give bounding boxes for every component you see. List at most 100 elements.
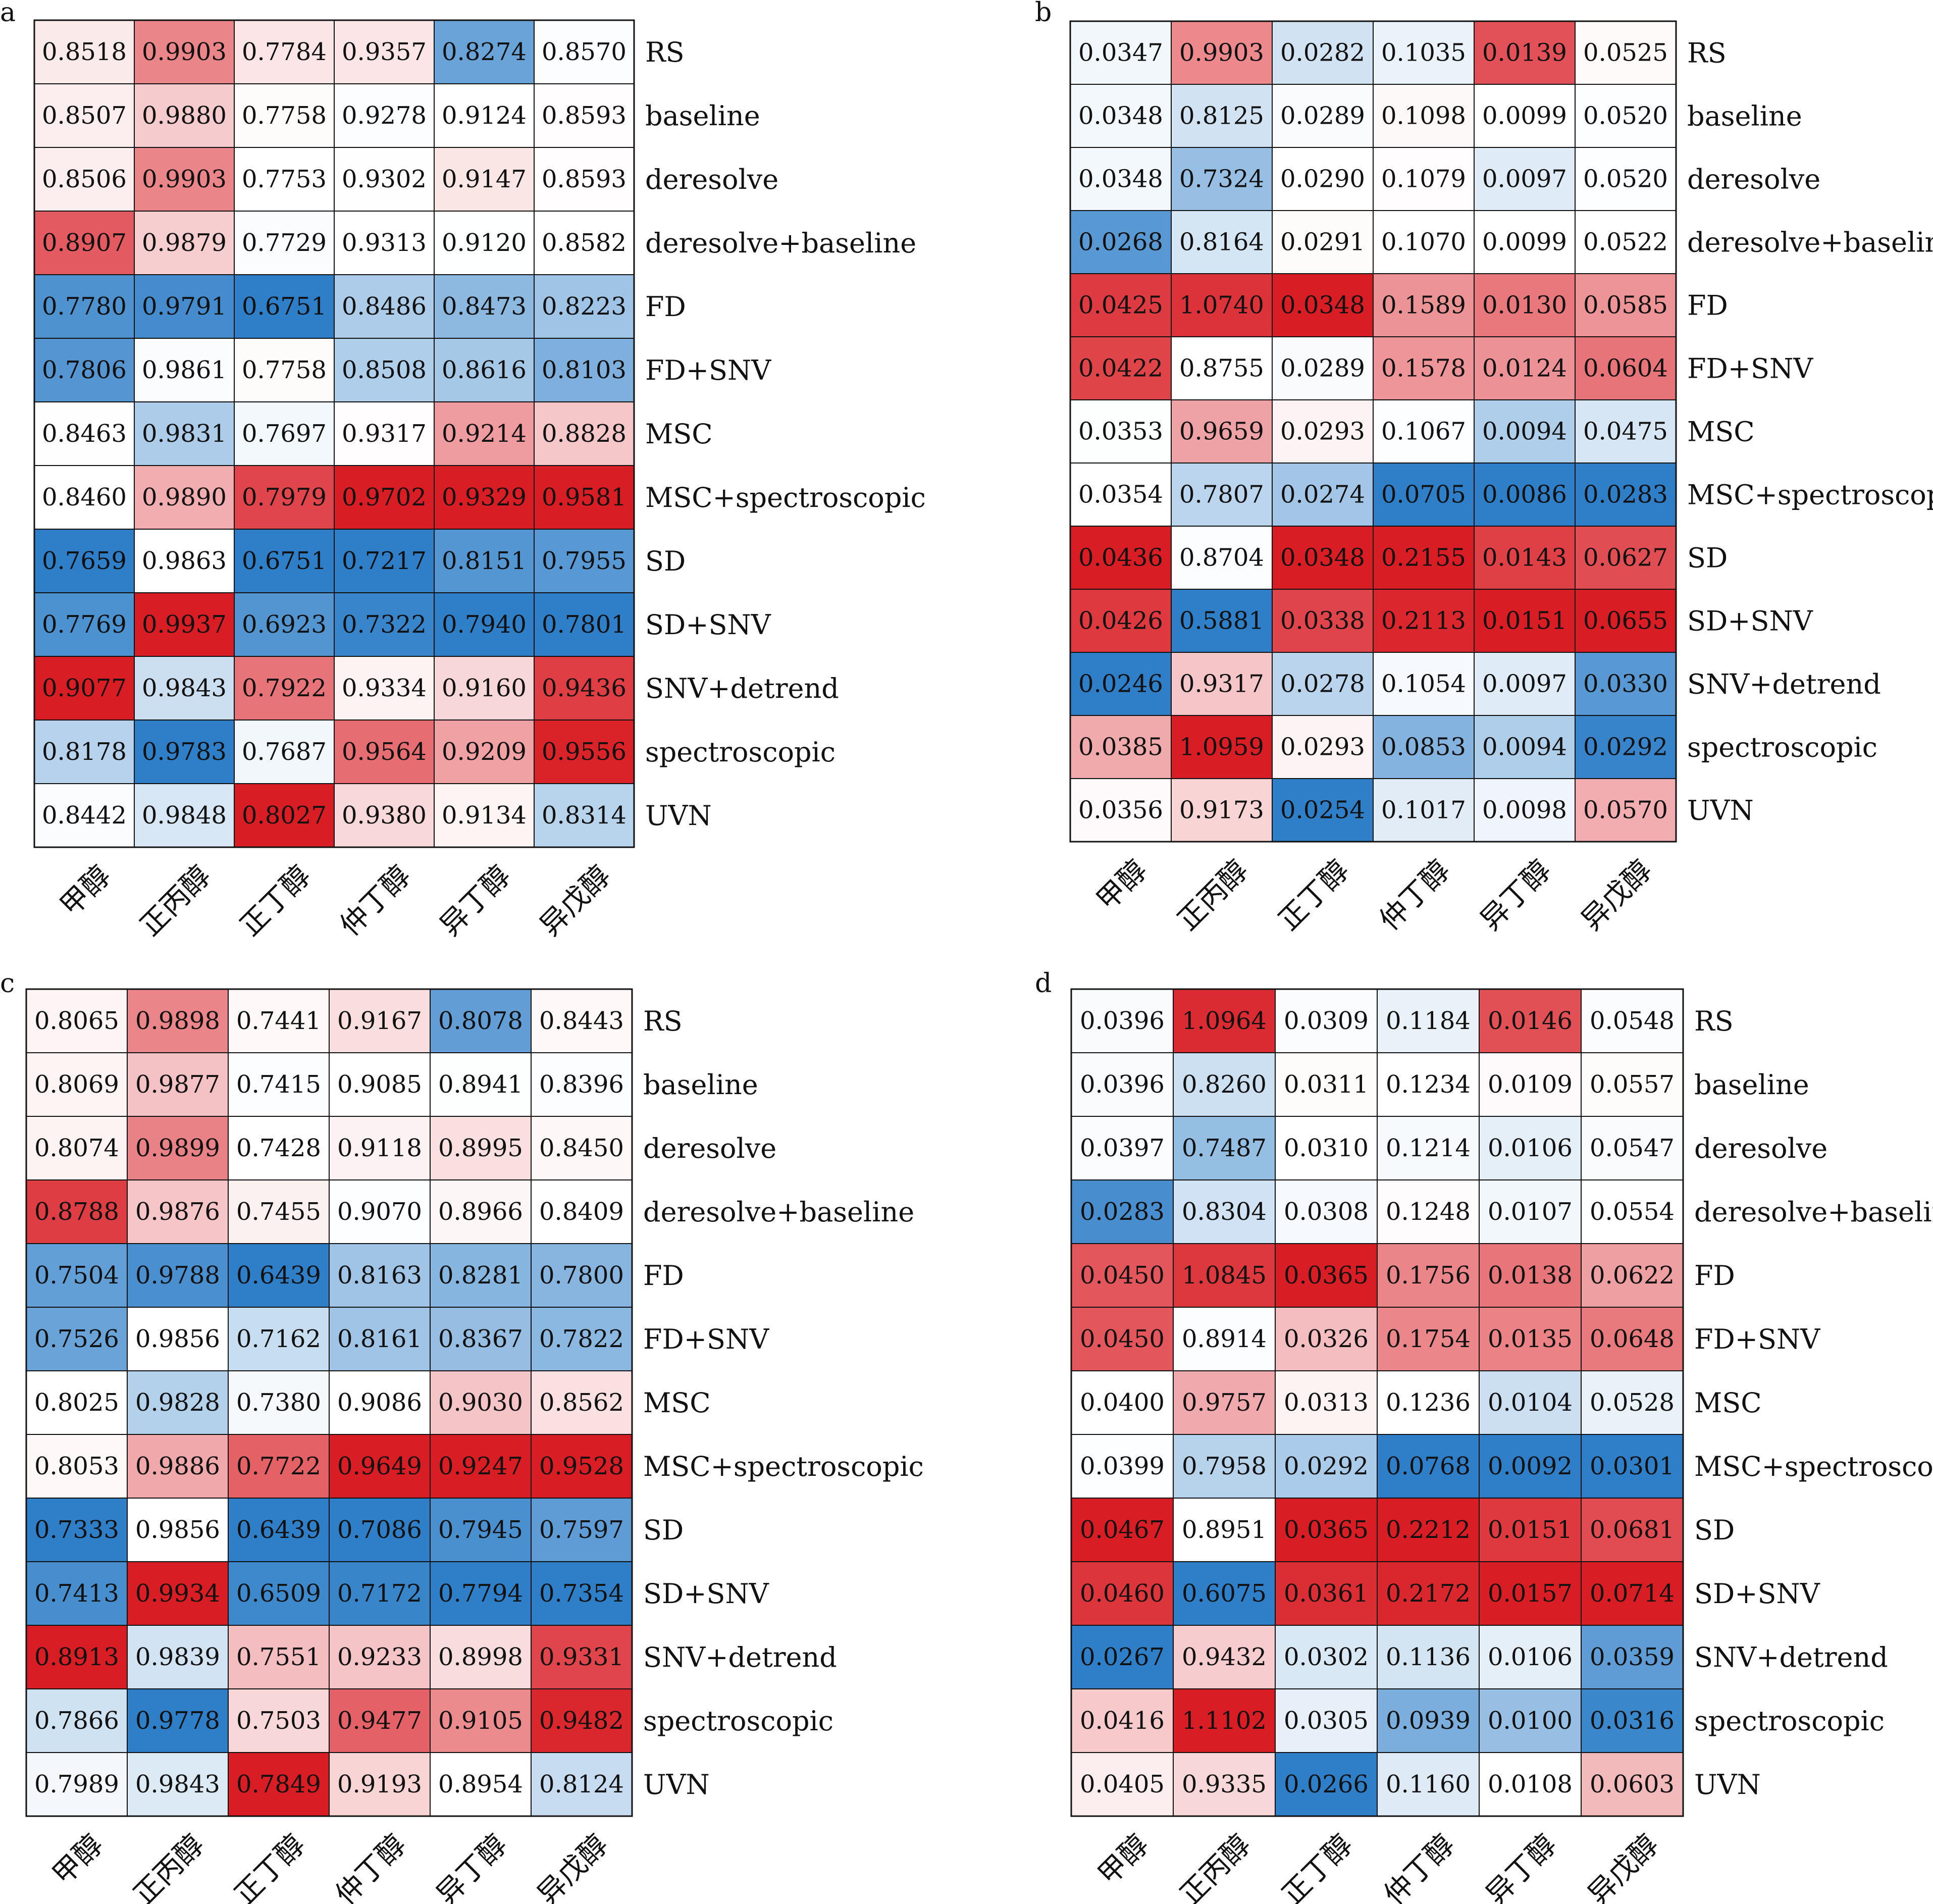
heatmap-cell bbox=[26, 1498, 128, 1562]
row-label: deresolve+baseline bbox=[643, 1196, 914, 1228]
cell-value-label: 0.6923 bbox=[242, 610, 327, 639]
heatmap-cell bbox=[1581, 1243, 1684, 1308]
row-label: SD+SNV bbox=[645, 609, 771, 641]
row-label: MSC+spectroscopic bbox=[1687, 479, 1933, 511]
cell-value-label: 0.0361 bbox=[1284, 1579, 1369, 1608]
cell-value-label: 0.1234 bbox=[1386, 1070, 1471, 1099]
heatmap-cell bbox=[1272, 778, 1374, 842]
cell-value-label: 0.0092 bbox=[1488, 1452, 1573, 1480]
cell-value-label: 0.7551 bbox=[236, 1643, 321, 1671]
cell-value-label: 0.0326 bbox=[1284, 1325, 1369, 1353]
heatmap-cell bbox=[1071, 1752, 1174, 1817]
cell-value-label: 0.7807 bbox=[1179, 481, 1264, 509]
cell-value-label: 1.0959 bbox=[1179, 733, 1264, 761]
heatmap-cell bbox=[228, 1243, 330, 1308]
heatmap-cell bbox=[1575, 715, 1677, 779]
heatmap-cell bbox=[329, 1688, 431, 1753]
cell-value-label: 0.1184 bbox=[1386, 1007, 1471, 1035]
heatmap-cell bbox=[1275, 1243, 1378, 1308]
heatmap-cell bbox=[34, 592, 135, 657]
cell-value-label: 1.1102 bbox=[1182, 1707, 1267, 1735]
cell-value-label: 0.0397 bbox=[1080, 1134, 1165, 1162]
cell-value-label: 0.9783 bbox=[142, 738, 227, 766]
cell-value-label: 0.9880 bbox=[142, 101, 227, 130]
heatmap-cell bbox=[1581, 1498, 1684, 1562]
cell-value-label: 0.9302 bbox=[342, 165, 427, 193]
heatmap-cell bbox=[430, 1307, 532, 1371]
cell-value-label: 0.9077 bbox=[42, 674, 127, 702]
heatmap-cell bbox=[1272, 462, 1374, 527]
panel-letter: b bbox=[1035, 0, 1052, 28]
cell-value-label: 0.0365 bbox=[1284, 1261, 1369, 1290]
cell-value-label: 0.9528 bbox=[539, 1452, 624, 1480]
column-label: 仲丁醇 bbox=[334, 859, 417, 943]
heatmap-cell bbox=[1479, 1243, 1582, 1308]
cell-value-label: 0.8450 bbox=[539, 1134, 624, 1162]
heatmap-cell bbox=[1171, 21, 1273, 85]
cell-value-label: 0.7659 bbox=[42, 547, 127, 575]
cell-value-label: 0.8151 bbox=[442, 547, 527, 575]
row-label: UVN bbox=[1687, 795, 1754, 827]
row-label: deresolve bbox=[645, 164, 778, 195]
heatmap-cell bbox=[228, 1498, 330, 1562]
cell-value-label: 0.8103 bbox=[542, 356, 626, 384]
heatmap-cell bbox=[1575, 589, 1677, 653]
cell-value-label: 0.8274 bbox=[442, 38, 527, 66]
column-label: 正丁醇 bbox=[228, 1828, 311, 1904]
cell-value-label: 0.9030 bbox=[438, 1388, 523, 1417]
heatmap-cell bbox=[26, 1434, 128, 1499]
heatmap-cell bbox=[1575, 210, 1677, 274]
cell-value-label: 0.9477 bbox=[337, 1707, 422, 1735]
cell-value-label: 0.7322 bbox=[342, 610, 427, 639]
cell-value-label: 0.7722 bbox=[236, 1452, 321, 1480]
column-label: 异丁醇 bbox=[1474, 854, 1557, 937]
cell-value-label: 0.0356 bbox=[1078, 796, 1163, 825]
column-label: 正丙醇 bbox=[1171, 854, 1255, 937]
heatmap-cell bbox=[1173, 1116, 1276, 1180]
row-label: spectroscopic bbox=[1694, 1705, 1885, 1737]
heatmap-cell bbox=[1275, 1179, 1378, 1244]
heatmap-cell bbox=[1581, 1752, 1684, 1817]
heatmap-cell bbox=[1173, 1052, 1276, 1117]
column-label: 正丙醇 bbox=[134, 859, 217, 943]
heatmap-cell bbox=[134, 783, 235, 848]
row-label: FD+SNV bbox=[1694, 1323, 1820, 1355]
heatmap-frame bbox=[1070, 988, 1684, 1817]
heatmap-cell bbox=[34, 211, 135, 275]
heatmap-cell bbox=[1479, 1307, 1582, 1371]
heatmap-cell bbox=[34, 401, 135, 466]
cell-value-label: 0.6439 bbox=[236, 1516, 321, 1544]
heatmap-cell bbox=[1479, 1370, 1582, 1435]
cell-value-label: 0.7162 bbox=[236, 1325, 321, 1353]
heatmap-cell bbox=[127, 989, 229, 1053]
heatmap-cell bbox=[534, 147, 635, 212]
cell-value-label: 0.0301 bbox=[1590, 1452, 1675, 1480]
cell-value-label: 0.8442 bbox=[42, 801, 127, 830]
cell-value-label: 0.0348 bbox=[1280, 544, 1365, 572]
cell-value-label: 0.9173 bbox=[1179, 796, 1264, 825]
heatmap-cell bbox=[1575, 399, 1677, 464]
cell-value-label: 0.9313 bbox=[342, 229, 427, 257]
cell-value-label: 0.0094 bbox=[1482, 733, 1567, 761]
cell-value-label: 0.9317 bbox=[1179, 670, 1264, 698]
cell-value-label: 0.7922 bbox=[242, 674, 327, 702]
heatmap-cell bbox=[1373, 399, 1475, 464]
heatmap-cell bbox=[1071, 1625, 1174, 1689]
row-label: SNV+detrend bbox=[643, 1641, 837, 1673]
heatmap-cell bbox=[26, 1116, 128, 1180]
cell-value-label: 0.7758 bbox=[242, 356, 327, 384]
cell-value-label: 0.8025 bbox=[34, 1388, 119, 1417]
cell-value-label: 0.9879 bbox=[142, 229, 227, 257]
row-label: deresolve bbox=[643, 1133, 776, 1164]
heatmap-cell bbox=[430, 1116, 532, 1180]
cell-value-label: 0.1136 bbox=[1386, 1643, 1471, 1671]
cell-value-label: 0.8396 bbox=[539, 1070, 624, 1099]
row-label: UVN bbox=[643, 1769, 710, 1800]
heatmap-cell bbox=[1575, 147, 1677, 211]
heatmap-cell bbox=[26, 1561, 128, 1626]
cell-value-label: 0.8913 bbox=[34, 1643, 119, 1671]
row-label: RS bbox=[645, 36, 685, 68]
cell-value-label: 0.0310 bbox=[1284, 1134, 1369, 1162]
cell-value-label: 0.0283 bbox=[1583, 481, 1668, 509]
row-label: RS bbox=[1687, 37, 1727, 69]
